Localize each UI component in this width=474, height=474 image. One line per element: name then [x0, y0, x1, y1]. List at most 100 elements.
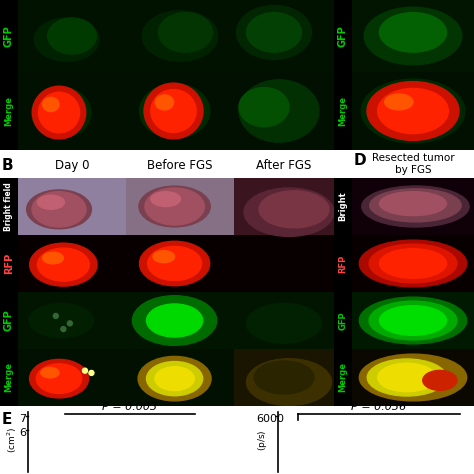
Text: RFP: RFP [4, 253, 14, 274]
Ellipse shape [32, 86, 86, 139]
Ellipse shape [364, 7, 462, 65]
Ellipse shape [146, 362, 203, 396]
Ellipse shape [359, 354, 467, 401]
Ellipse shape [37, 248, 89, 281]
Bar [352, 72, 474, 150]
Bar [234, 0, 334, 72]
Text: Bright: Bright [338, 191, 347, 221]
Ellipse shape [147, 246, 201, 281]
Ellipse shape [369, 301, 457, 340]
Ellipse shape [239, 88, 289, 127]
Ellipse shape [29, 303, 93, 337]
Text: $\rm{(p/s)}$: $\rm{(p/s)}$ [256, 429, 270, 451]
Text: P = 0.003: P = 0.003 [102, 402, 157, 412]
Bar [0, 178, 18, 235]
Ellipse shape [380, 13, 447, 52]
Ellipse shape [31, 87, 91, 138]
Circle shape [89, 371, 94, 375]
Bar [334, 0, 352, 72]
Text: Merge: Merge [4, 363, 13, 392]
Bar [234, 178, 334, 235]
Bar [18, 292, 126, 349]
Ellipse shape [27, 190, 91, 229]
Ellipse shape [142, 11, 218, 61]
Ellipse shape [155, 95, 173, 110]
Bar [0, 292, 18, 349]
Text: GFP: GFP [4, 310, 14, 331]
Bar [126, 0, 234, 72]
Bar [234, 349, 334, 406]
Ellipse shape [359, 240, 467, 287]
Ellipse shape [370, 189, 461, 222]
Bar [126, 292, 234, 349]
Ellipse shape [359, 297, 467, 344]
Text: Merge: Merge [4, 96, 13, 126]
Text: Bright field: Bright field [4, 182, 13, 231]
Ellipse shape [246, 13, 301, 52]
Ellipse shape [146, 304, 203, 337]
Ellipse shape [139, 241, 210, 286]
Ellipse shape [237, 5, 311, 59]
Bar [18, 178, 126, 235]
Ellipse shape [239, 80, 319, 142]
Ellipse shape [380, 249, 447, 278]
Ellipse shape [32, 191, 86, 227]
Text: RFP: RFP [338, 255, 347, 273]
Ellipse shape [246, 303, 321, 343]
Text: D: D [354, 153, 366, 168]
Ellipse shape [362, 186, 469, 227]
Ellipse shape [48, 18, 96, 54]
Text: 6000: 6000 [256, 414, 284, 424]
Text: B: B [1, 158, 13, 173]
Circle shape [67, 321, 73, 326]
Ellipse shape [158, 13, 212, 52]
Bar [0, 235, 18, 292]
Bar [0, 72, 18, 150]
Bar [0, 406, 474, 474]
Bar [126, 349, 234, 406]
Ellipse shape [43, 97, 59, 111]
Text: Day 0: Day 0 [55, 159, 89, 172]
Bar [0, 0, 18, 72]
Ellipse shape [367, 359, 447, 396]
Bar [352, 235, 474, 292]
Bar [234, 72, 334, 150]
Bar [334, 178, 352, 235]
Text: 7: 7 [19, 414, 26, 424]
Bar [18, 235, 126, 292]
Ellipse shape [139, 84, 210, 138]
Text: $\rm{(cm^2)}$: $\rm{(cm^2)}$ [5, 427, 18, 453]
Text: E: E [2, 412, 12, 427]
Bar [334, 292, 352, 349]
Ellipse shape [254, 361, 314, 394]
Ellipse shape [144, 83, 203, 139]
Bar [334, 72, 352, 150]
Ellipse shape [132, 296, 217, 345]
Text: Resected tumor
by FGS: Resected tumor by FGS [372, 153, 454, 175]
Ellipse shape [34, 18, 99, 61]
Ellipse shape [423, 370, 457, 390]
Circle shape [82, 368, 88, 373]
Ellipse shape [244, 188, 334, 237]
Ellipse shape [36, 364, 82, 393]
Ellipse shape [43, 252, 64, 264]
Bar [234, 292, 334, 349]
Bar [352, 349, 474, 406]
Bar [234, 235, 334, 292]
Ellipse shape [151, 191, 181, 207]
Ellipse shape [138, 356, 211, 401]
Text: Before FGS: Before FGS [147, 159, 213, 172]
Ellipse shape [246, 359, 331, 405]
Bar [18, 72, 126, 150]
Ellipse shape [361, 79, 465, 143]
Text: After FGS: After FGS [256, 159, 312, 172]
Ellipse shape [29, 359, 89, 398]
Text: GFP: GFP [338, 25, 348, 47]
Ellipse shape [153, 251, 174, 263]
Bar [352, 178, 474, 235]
Bar [0, 349, 18, 406]
Circle shape [53, 313, 58, 319]
Ellipse shape [151, 90, 196, 132]
Ellipse shape [385, 94, 413, 110]
Bar [126, 72, 234, 150]
